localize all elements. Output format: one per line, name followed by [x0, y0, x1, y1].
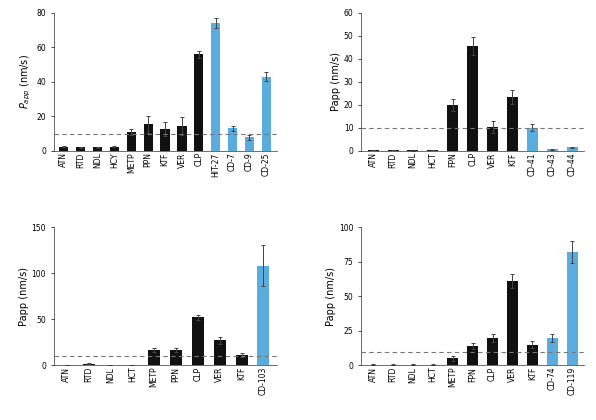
Bar: [178, 126, 187, 151]
Bar: [487, 127, 498, 151]
Bar: [192, 318, 204, 365]
Bar: [76, 147, 85, 151]
Bar: [447, 359, 458, 365]
Bar: [170, 350, 182, 365]
Bar: [160, 129, 170, 151]
Y-axis label: Papp (nm/s): Papp (nm/s): [331, 52, 341, 111]
Bar: [93, 147, 102, 151]
Bar: [567, 252, 578, 365]
Bar: [83, 364, 95, 365]
Bar: [447, 105, 458, 151]
Bar: [467, 46, 478, 151]
Bar: [127, 132, 136, 151]
Bar: [144, 124, 153, 151]
Bar: [262, 76, 271, 151]
Bar: [527, 128, 538, 151]
Bar: [245, 137, 254, 151]
Bar: [567, 147, 578, 151]
Bar: [214, 341, 226, 365]
Bar: [427, 150, 438, 151]
Bar: [228, 129, 237, 151]
Bar: [59, 147, 69, 151]
Bar: [527, 345, 538, 365]
Bar: [211, 23, 221, 151]
Bar: [408, 150, 418, 151]
Bar: [387, 150, 399, 151]
Bar: [110, 147, 119, 151]
Bar: [368, 150, 378, 151]
Bar: [235, 355, 247, 365]
Bar: [547, 149, 558, 151]
Bar: [148, 350, 160, 365]
Bar: [487, 338, 498, 365]
Bar: [547, 338, 558, 365]
Bar: [467, 346, 478, 365]
Bar: [257, 266, 269, 365]
Y-axis label: $\it{P}$$_{app}$ (nm/s): $\it{P}$$_{app}$ (nm/s): [19, 54, 33, 109]
Bar: [507, 281, 518, 365]
Bar: [194, 54, 203, 151]
Y-axis label: Papp (nm/s): Papp (nm/s): [18, 267, 29, 326]
Bar: [507, 97, 518, 151]
Y-axis label: Papp (nm/s): Papp (nm/s): [326, 267, 336, 326]
